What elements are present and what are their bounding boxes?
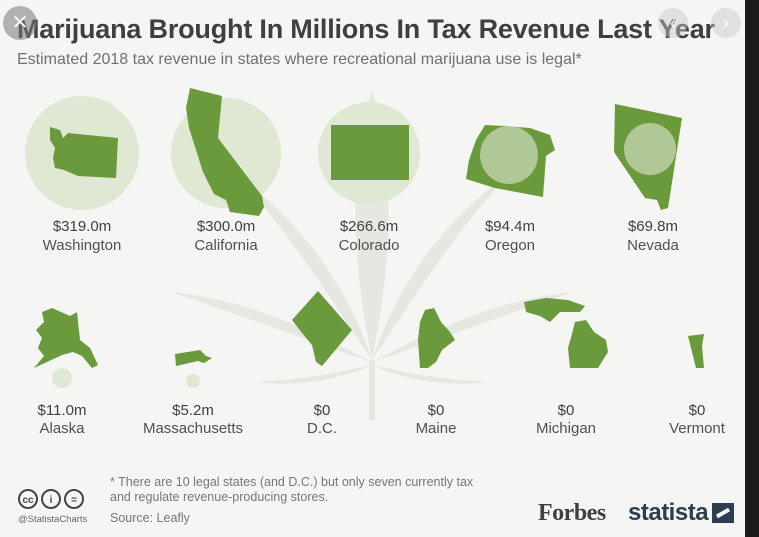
state-shape-dc xyxy=(292,291,352,366)
state-label-michigan: Michigan xyxy=(536,420,596,437)
state-label-massachusetts: Massachusetts xyxy=(143,420,243,437)
amount-label-michigan: $0 xyxy=(558,402,575,419)
amount-label-massachusetts: $5.2m xyxy=(172,402,214,419)
bubble-nevada xyxy=(624,123,676,175)
bubble-alaska xyxy=(52,368,72,388)
amount-label-dc: $0 xyxy=(314,402,331,419)
source-text: Source: Leafly xyxy=(110,511,190,525)
amount-label-washington: $319.0m xyxy=(53,218,111,235)
bubble-oregon xyxy=(480,126,538,184)
chevron-left-icon: ‹ xyxy=(670,13,676,33)
value-labels: $319.0m Washington $300.0m California $266.6… xyxy=(38,218,726,437)
statista-mark-icon xyxy=(712,503,735,523)
state-label-california: California xyxy=(194,237,258,254)
amount-label-california: $300.0m xyxy=(197,218,255,235)
amount-label-vermont: $0 xyxy=(689,402,706,419)
attribution-icon: i xyxy=(41,489,61,509)
viewer-edge xyxy=(745,0,759,537)
close-icon: ✕ xyxy=(11,12,29,34)
state-label-colorado: Colorado xyxy=(339,237,400,254)
statista-wordmark: statista xyxy=(628,499,709,526)
previous-button[interactable]: ‹ xyxy=(658,8,688,38)
amount-label-nevada: $69.8m xyxy=(628,218,678,235)
state-shape-colorado xyxy=(331,125,409,180)
state-label-maine: Maine xyxy=(416,420,457,437)
state-label-washington: Washington xyxy=(43,237,122,254)
license-icons: cc i = xyxy=(18,489,84,509)
state-label-alaska: Alaska xyxy=(39,420,85,437)
state-shape-washington xyxy=(50,127,118,178)
state-shape-vermont xyxy=(688,334,704,368)
chevron-right-icon: › xyxy=(723,13,729,33)
next-button[interactable]: › xyxy=(711,8,741,38)
state-label-vermont: Vermont xyxy=(669,420,726,437)
state-label-nevada: Nevada xyxy=(627,237,679,254)
statista-logo: statista xyxy=(628,499,735,527)
amount-label-oregon: $94.4m xyxy=(485,218,535,235)
footnote: * There are 10 legal states (and D.C.) b… xyxy=(110,475,474,504)
cc-icon: cc xyxy=(18,489,38,509)
forbes-logo: Forbes xyxy=(538,500,606,526)
state-shape-michigan xyxy=(524,298,608,368)
amount-label-colorado: $266.6m xyxy=(340,218,398,235)
page-subtitle: Estimated 2018 tax revenue in states whe… xyxy=(17,51,582,68)
close-button[interactable]: ✕ xyxy=(3,6,37,40)
amount-label-alaska: $11.0m xyxy=(38,402,87,419)
state-shape-california xyxy=(186,88,264,216)
state-shape-massachusetts xyxy=(175,350,212,366)
bubble-massachusetts xyxy=(186,374,200,388)
state-label-dc: D.C. xyxy=(307,420,337,437)
page-title: Marijuana Brought In Millions In Tax Rev… xyxy=(17,14,715,44)
state-shape-maine xyxy=(418,308,455,368)
amount-label-maine: $0 xyxy=(428,402,445,419)
state-label-oregon: Oregon xyxy=(485,237,535,254)
statista-handle: @StatistaCharts xyxy=(18,514,88,525)
state-shape-alaska xyxy=(34,308,98,368)
no-derivatives-icon: = xyxy=(64,489,84,509)
